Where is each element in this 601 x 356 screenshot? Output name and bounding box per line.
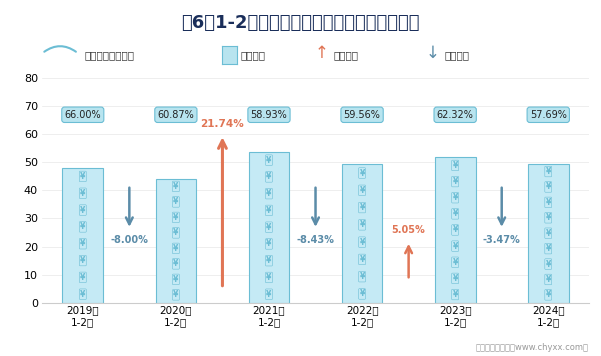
- Text: ¥: ¥: [266, 172, 272, 182]
- Text: ¥: ¥: [266, 240, 272, 248]
- Bar: [435, 157, 475, 303]
- Text: ¥: ¥: [359, 186, 365, 195]
- Text: ¥: ¥: [546, 213, 551, 222]
- Text: 59.56%: 59.56%: [344, 110, 380, 120]
- Text: ¥: ¥: [173, 260, 178, 268]
- Bar: [342, 164, 382, 303]
- Text: ¥: ¥: [173, 213, 178, 222]
- Text: ¥: ¥: [546, 290, 551, 299]
- Text: 57.69%: 57.69%: [530, 110, 567, 120]
- Text: ¥: ¥: [453, 177, 458, 186]
- Text: ¥: ¥: [80, 205, 85, 215]
- Text: ¥: ¥: [80, 256, 85, 265]
- Text: ↓: ↓: [426, 44, 440, 62]
- Bar: [63, 168, 103, 303]
- Text: ¥: ¥: [453, 242, 458, 251]
- Text: ¥: ¥: [359, 168, 365, 178]
- Text: -8.00%: -8.00%: [111, 235, 148, 245]
- Text: 66.00%: 66.00%: [64, 110, 101, 120]
- Bar: [528, 164, 569, 303]
- Text: ¥: ¥: [173, 198, 178, 206]
- Bar: [156, 179, 197, 303]
- Text: ¥: ¥: [266, 290, 272, 299]
- Text: ¥: ¥: [80, 172, 85, 181]
- Text: 同比减少: 同比减少: [445, 50, 470, 60]
- Text: 近6年1-2月海南省累计原保险保费收入统计图: 近6年1-2月海南省累计原保险保费收入统计图: [182, 14, 419, 32]
- Text: ¥: ¥: [80, 273, 85, 282]
- Text: ¥: ¥: [546, 229, 551, 238]
- Text: ¥: ¥: [546, 275, 551, 284]
- Text: 62.32%: 62.32%: [437, 110, 474, 120]
- Text: ¥: ¥: [80, 239, 85, 248]
- Text: 同比增加: 同比增加: [334, 50, 359, 60]
- Text: ¥: ¥: [173, 182, 178, 191]
- Text: ↑: ↑: [314, 44, 329, 62]
- Text: ¥: ¥: [546, 260, 551, 268]
- Text: 21.74%: 21.74%: [201, 119, 245, 129]
- Text: ¥: ¥: [80, 189, 85, 198]
- Text: ¥: ¥: [453, 193, 458, 202]
- Text: ¥: ¥: [173, 275, 178, 284]
- Text: 制图：智研咨询（www.chyxx.com）: 制图：智研咨询（www.chyxx.com）: [476, 344, 589, 352]
- Text: ¥: ¥: [266, 223, 272, 232]
- Text: ¥: ¥: [266, 156, 272, 165]
- Text: ¥: ¥: [173, 290, 178, 299]
- Text: ¥: ¥: [359, 203, 365, 212]
- Text: 58.93%: 58.93%: [251, 110, 287, 120]
- Text: ¥: ¥: [453, 274, 458, 283]
- Text: ¥: ¥: [266, 256, 272, 265]
- Text: 60.87%: 60.87%: [157, 110, 194, 120]
- Text: ¥: ¥: [453, 258, 458, 267]
- Text: ¥: ¥: [266, 273, 272, 282]
- Text: -8.43%: -8.43%: [296, 235, 335, 245]
- Text: ¥: ¥: [546, 167, 551, 176]
- Text: ¥: ¥: [80, 222, 85, 231]
- Text: ¥: ¥: [80, 290, 85, 299]
- Text: ¥: ¥: [453, 225, 458, 235]
- Text: ¥: ¥: [546, 198, 551, 207]
- Text: ¥: ¥: [453, 209, 458, 218]
- Text: ¥: ¥: [359, 272, 365, 281]
- Text: ¥: ¥: [546, 183, 551, 192]
- Text: ¥: ¥: [173, 244, 178, 253]
- Bar: [249, 152, 289, 303]
- Text: 寿险占比: 寿险占比: [240, 50, 266, 60]
- Text: ¥: ¥: [359, 238, 365, 247]
- Text: ¥: ¥: [266, 206, 272, 215]
- Text: ¥: ¥: [266, 189, 272, 198]
- Text: ¥: ¥: [173, 229, 178, 237]
- Text: ¥: ¥: [453, 161, 458, 170]
- Text: 5.05%: 5.05%: [392, 225, 426, 235]
- Text: ¥: ¥: [546, 244, 551, 253]
- Text: -3.47%: -3.47%: [483, 235, 520, 245]
- Text: 累计保费（亿元）: 累计保费（亿元）: [84, 50, 134, 60]
- Text: ¥: ¥: [359, 289, 365, 298]
- Text: ¥: ¥: [453, 290, 458, 299]
- Text: ¥: ¥: [359, 255, 365, 264]
- Text: ¥: ¥: [359, 220, 365, 229]
